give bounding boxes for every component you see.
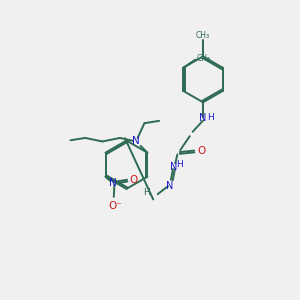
Text: CH₃: CH₃ xyxy=(196,54,211,63)
Text: N: N xyxy=(199,112,206,123)
Text: N: N xyxy=(109,178,117,188)
Text: O⁻: O⁻ xyxy=(108,201,122,211)
Text: N: N xyxy=(170,162,177,172)
Text: O: O xyxy=(198,146,206,156)
Text: N: N xyxy=(132,136,140,146)
Text: CH₃: CH₃ xyxy=(196,31,210,40)
Text: H: H xyxy=(143,188,150,197)
Text: H: H xyxy=(176,160,183,169)
Text: O: O xyxy=(130,175,138,185)
Text: H: H xyxy=(207,113,214,122)
Text: N: N xyxy=(166,181,173,190)
